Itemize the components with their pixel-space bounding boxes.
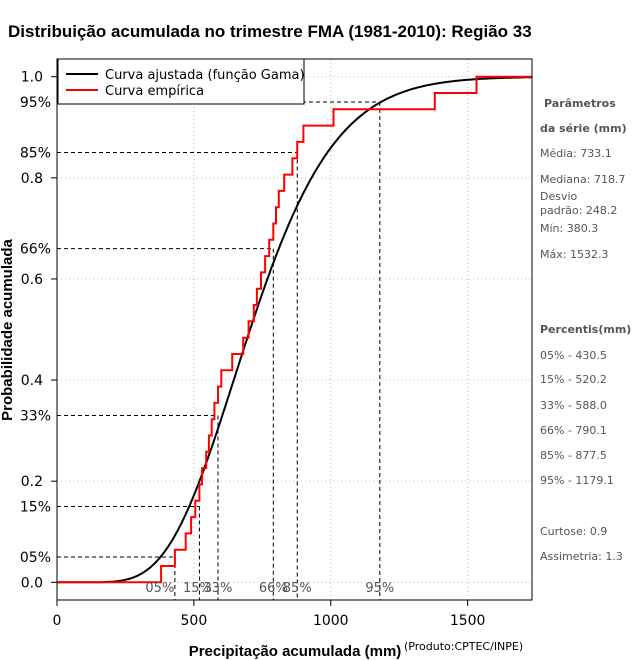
legend-label-gamma: Curva ajustada (função Gama) xyxy=(105,68,305,83)
x-tick-label: 500 xyxy=(181,613,208,629)
percentile-x-label: 66% xyxy=(259,581,288,596)
pct-95-value: 95% - 1179.1 xyxy=(540,474,614,487)
credit-label: (Produto:CPTEC/INPE) xyxy=(404,640,523,653)
y-axis-title: Probabilidade acumulada xyxy=(0,238,16,420)
y-axis: 0.0 0.2 0.4 0.6 0.8 1.0 xyxy=(21,70,57,591)
percentis-title: Percentis(mm) xyxy=(540,323,631,336)
stat-desvio-line2: padrão: 248.2 xyxy=(540,204,617,217)
stat-curtose: Curtose: 0.9 xyxy=(540,525,607,538)
side-panel: Parâmetros da série (mm) Média: 733.1 Me… xyxy=(540,97,631,563)
pct-66-value: 66% - 790.1 xyxy=(540,424,607,437)
legend: Curva ajustada (função Gama) Curva empír… xyxy=(57,58,305,105)
empirical-step-line xyxy=(57,75,532,584)
percentile-x-label: 15% xyxy=(183,581,212,596)
percentile-reference-lines xyxy=(57,101,381,600)
percentile-y-label: 05% xyxy=(20,550,51,566)
series xyxy=(57,75,533,584)
stat-media: Média: 733.1 xyxy=(540,147,612,160)
percentile-x-label: 85% xyxy=(283,581,312,596)
y-tick-label: 1.0 xyxy=(21,70,43,86)
percentile-y-label: 95% xyxy=(20,95,51,111)
chart-title: Distribuição acumulada no trimestre FMA … xyxy=(8,22,532,41)
percentile-y-label: 66% xyxy=(20,242,51,258)
plot-frame xyxy=(56,58,533,601)
params-title-line2: da série (mm) xyxy=(540,122,627,135)
percentile-y-labels: 05% 15% 33% 66% 85% 95% xyxy=(20,95,51,566)
stat-mediana: Mediana: 718.7 xyxy=(540,173,625,186)
pct-33-value: 33% - 588.0 xyxy=(540,399,607,412)
legend-label-empirical: Curva empírica xyxy=(105,84,204,99)
percentile-x-labels: 05% 15%33% 66%85% 95% xyxy=(145,581,394,596)
x-tick-label: 1500 xyxy=(450,613,486,629)
x-axis: 0 500 1000 1500 xyxy=(53,600,486,629)
percentile-x-label: 95% xyxy=(365,581,394,596)
percentile-x-label: 33% xyxy=(204,581,233,596)
legend-box xyxy=(57,58,305,105)
grid xyxy=(56,59,532,600)
stat-min: Mín: 380.3 xyxy=(540,222,598,235)
stat-max: Máx: 1532.3 xyxy=(540,248,608,261)
x-tick-label: 1000 xyxy=(313,613,349,629)
y-tick-label: 0.2 xyxy=(21,474,43,490)
percentile-y-label: 85% xyxy=(20,146,51,162)
pct-05-value: 05% - 430.5 xyxy=(540,349,607,362)
percentile-y-label: 33% xyxy=(20,408,51,424)
percentile-x-label: 05% xyxy=(145,581,174,596)
stat-desvio-line1: Desvio xyxy=(540,190,578,203)
y-tick-label: 0.4 xyxy=(21,373,43,389)
percentile-y-label: 15% xyxy=(20,499,51,515)
pct-15-value: 15% - 520.2 xyxy=(540,373,607,386)
gamma-fit-line xyxy=(57,76,533,584)
x-tick-label: 0 xyxy=(53,613,62,629)
params-title-line1: Parâmetros xyxy=(544,97,616,110)
y-tick-label: 0.8 xyxy=(21,171,43,187)
pct-85-value: 85% - 877.5 xyxy=(540,449,607,462)
y-tick-label: 0.0 xyxy=(21,575,43,591)
x-axis-title: Precipitação acumulada (mm) xyxy=(189,643,402,660)
y-tick-label: 0.6 xyxy=(21,272,43,288)
stat-assimetria: Assimetria: 1.3 xyxy=(540,550,623,563)
